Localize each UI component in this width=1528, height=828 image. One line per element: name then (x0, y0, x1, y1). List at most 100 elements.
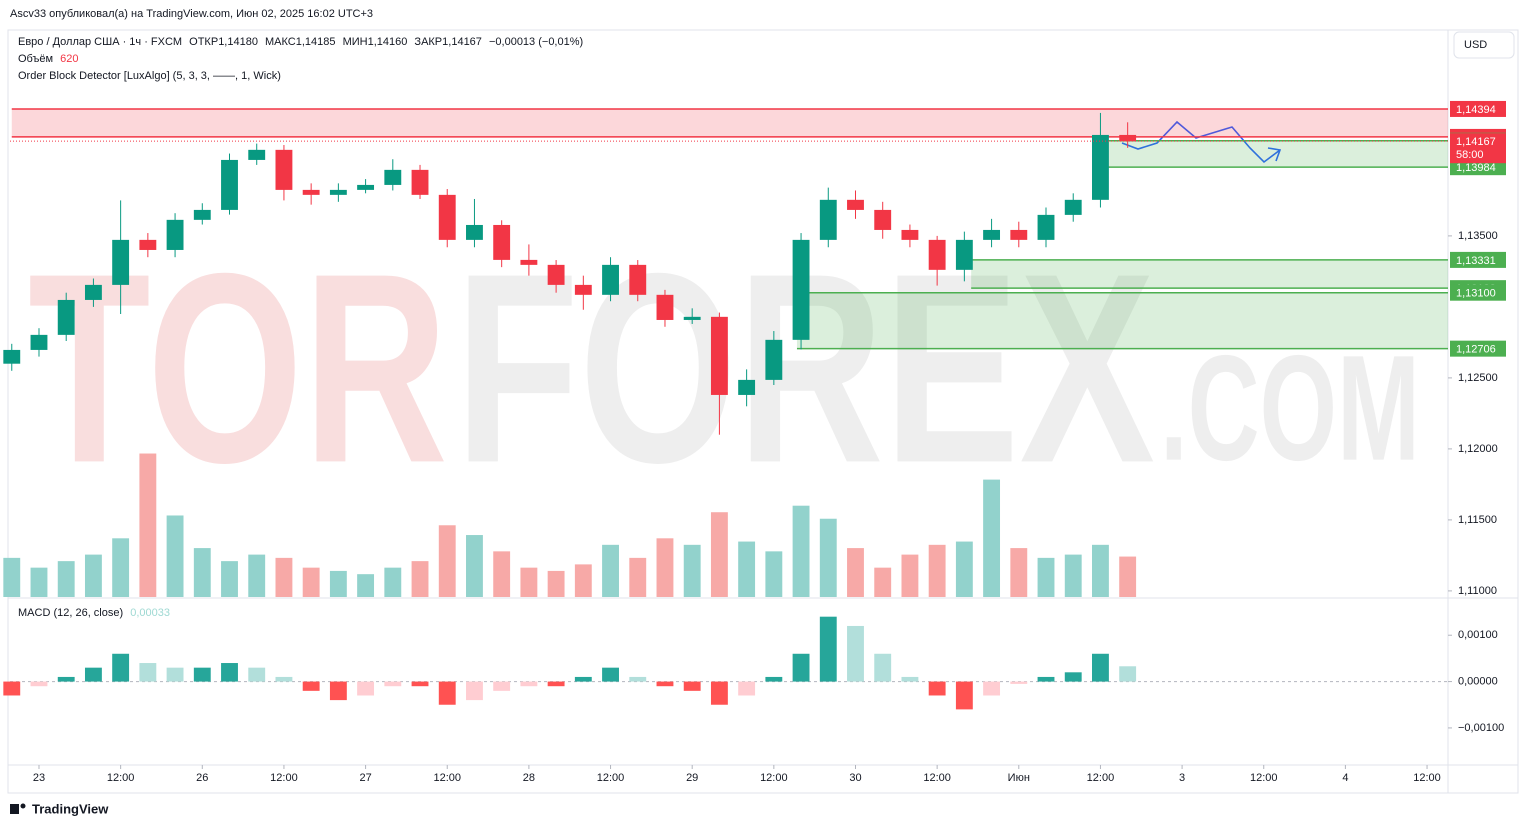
macd-y-tick-label: 0,00100 (1458, 629, 1498, 641)
candle-body (248, 149, 266, 160)
macd-bar (1119, 666, 1137, 682)
macd-bar (84, 667, 102, 682)
x-tick-label: 29 (686, 772, 698, 784)
candle-body (819, 199, 837, 240)
macd-bar (574, 676, 592, 682)
candle-body (765, 339, 783, 380)
macd-bar (738, 681, 756, 696)
volume-bar (357, 574, 375, 597)
price-label: 1,12706 (1456, 344, 1496, 356)
volume-bar (139, 453, 157, 597)
volume-bar (792, 505, 810, 597)
low-value: 1,14160 (368, 36, 408, 48)
macd-bar (710, 681, 728, 705)
high-value: 1,14185 (296, 36, 336, 48)
volume-bar (901, 554, 919, 597)
volume-bar (983, 479, 1001, 597)
x-tick-label: 12:00 (270, 772, 298, 784)
projection-arrowhead (1267, 147, 1282, 162)
x-tick-label: 3 (1179, 772, 1185, 784)
macd-bar (955, 681, 973, 710)
volume-bar (710, 512, 728, 597)
price-label-box (1450, 340, 1506, 357)
volume-bar (656, 538, 674, 597)
x-tick-label: 12:00 (433, 772, 461, 784)
candle-body (166, 219, 184, 250)
macd-bar (248, 667, 266, 682)
close-label: ЗАКР (414, 36, 442, 48)
macd-bar (765, 676, 783, 682)
candle-body (547, 264, 565, 285)
macd-value: 0,00033 (130, 607, 170, 619)
candle-body (466, 224, 483, 240)
volume-bar (520, 567, 538, 597)
macd-bar (139, 663, 157, 682)
watermark: TOR FOREX .COM (28, 218, 1420, 519)
volume-bar (955, 541, 973, 597)
candle-body (983, 229, 1001, 240)
x-tick-label: Июн (1008, 772, 1030, 784)
candle-body (3, 349, 21, 364)
watermark-suffix: .COM (1160, 324, 1420, 492)
candle-body (411, 169, 429, 195)
candle-body (1010, 229, 1028, 240)
candle-body (84, 284, 102, 300)
x-tick-label: 12:00 (1087, 772, 1115, 784)
candle-body (629, 264, 647, 295)
macd-bar (602, 667, 619, 682)
x-tick-label: 30 (849, 772, 861, 784)
currency-button[interactable] (1453, 31, 1515, 59)
candle-body (738, 379, 756, 395)
volume-bar (765, 551, 783, 597)
candle-body (710, 316, 728, 395)
candle-body (384, 169, 402, 185)
low-label: МИН (343, 36, 368, 48)
volume-bar (384, 567, 402, 597)
macd-bar (1092, 653, 1109, 682)
price-label: 1,13984 (1456, 162, 1496, 174)
macd-bar (112, 653, 130, 682)
macd-bar (193, 667, 211, 682)
volume-bar (221, 561, 238, 597)
currency-label[interactable]: USD (1464, 39, 1487, 51)
macd-bar (493, 681, 511, 691)
price-label: 1,14394 (1456, 104, 1496, 116)
open-value: 1,14180 (218, 36, 258, 48)
volume-bar (329, 570, 347, 597)
volume-bar (1064, 554, 1082, 597)
legend-line: Евро / Доллар США · 1ч · FXCM ОТКР1,1418… (18, 36, 583, 48)
macd-bar (520, 681, 538, 687)
volume-bar (275, 557, 293, 597)
logo: TradingView (10, 801, 109, 816)
order-block (11, 108, 1449, 137)
x-tick-label: 12:00 (923, 772, 951, 784)
candle-body (955, 239, 973, 270)
candle-body (1119, 134, 1137, 142)
logo-text: TradingView (32, 801, 109, 816)
x-tick-label: 27 (359, 772, 371, 784)
volume-bar (1092, 544, 1109, 597)
volume-bar (30, 567, 48, 597)
volume-bar (302, 567, 320, 597)
macd-bar (30, 681, 48, 687)
change: −0,00013 (−0,01%) (489, 36, 583, 48)
volume-bar (819, 518, 837, 597)
volume-legend: Объём 620 (18, 53, 78, 65)
x-tick-label: 4 (1342, 772, 1348, 784)
watermark-red: TOR (28, 218, 448, 519)
macd-bar (547, 681, 565, 687)
candle-body (901, 229, 919, 240)
macd-legend: MACD (12, 26, close) 0,00033 (18, 607, 170, 619)
candle-body (602, 264, 619, 295)
symbol: Евро / Доллар США · 1ч · FXCM (18, 36, 182, 48)
x-tick-label: 12:00 (1413, 772, 1441, 784)
macd-y-tick-label: 0,00000 (1458, 675, 1498, 687)
volume-bar (629, 557, 647, 597)
macd-bar (302, 681, 320, 691)
volume-bar (1119, 556, 1137, 597)
macd-bar (466, 681, 483, 701)
macd-bar (221, 663, 238, 682)
close-value: 1,14167 (442, 36, 482, 48)
